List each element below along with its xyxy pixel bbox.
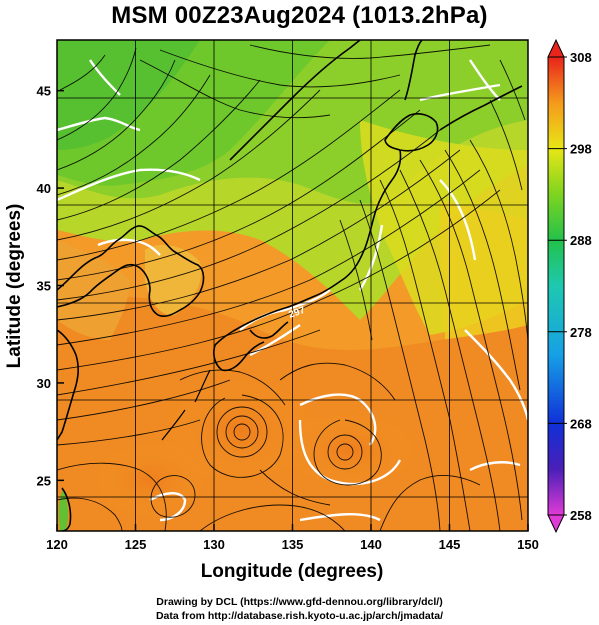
coastlines — [57, 40, 523, 531]
temperature-field: 297 — [57, 40, 528, 531]
credit-drawing: Drawing by DCL (https://www.gfd-dennou.o… — [156, 596, 443, 608]
colorbar-tick-label: 278 — [570, 325, 592, 340]
lat-lon-grid — [57, 40, 528, 531]
colorbar-tick-label: 298 — [570, 142, 592, 157]
colorbar-max-arrow — [547, 38, 565, 58]
y-tick-label: 40 — [37, 181, 51, 196]
x-tick-label: 120 — [46, 537, 68, 552]
x-tick-label: 135 — [282, 537, 304, 552]
x-tick-label: 125 — [125, 537, 147, 552]
colorbar-tick-label: 258 — [570, 508, 592, 523]
credit-data: Data from http://database.rish.kyoto-u.a… — [155, 610, 444, 622]
y-axis-label: Latitude (degrees) — [4, 204, 25, 369]
chart-title: MSM 00Z23Aug2024 (1013.2hPa) — [111, 2, 488, 29]
x-tick-label: 140 — [360, 537, 382, 552]
colorbar-min-arrow — [547, 514, 565, 534]
y-axis: 25 30 35 40 45 — [37, 84, 64, 488]
y-tick-label: 35 — [37, 279, 51, 294]
colorbar-tick-label: 288 — [570, 233, 592, 248]
colorbar: 258 268 278 288 298 308 — [547, 38, 592, 534]
streamlines — [57, 44, 528, 531]
colorbar-scale — [547, 56, 565, 516]
colorbar-tick-label: 268 — [570, 416, 592, 431]
y-tick-label: 45 — [37, 84, 51, 99]
x-tick-label: 145 — [439, 537, 461, 552]
y-tick-label: 25 — [37, 473, 51, 488]
y-tick-label: 30 — [37, 376, 51, 391]
x-tick-label: 130 — [203, 537, 225, 552]
colorbar-tick-label: 308 — [570, 50, 592, 65]
x-axis-label: Longitude (degrees) — [201, 561, 384, 582]
x-tick-label: 150 — [517, 537, 539, 552]
x-axis: 120 125 130 135 140 145 150 — [46, 524, 539, 552]
